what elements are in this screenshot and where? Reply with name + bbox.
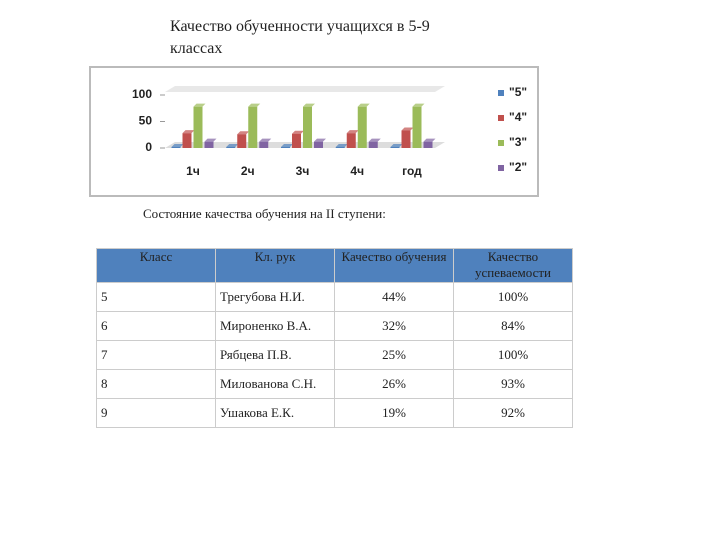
bar [204, 141, 214, 148]
cell: Ушакова Е.К. [215, 398, 335, 428]
bar [171, 146, 181, 148]
bar [303, 106, 312, 148]
header-cell: Качество обучения [334, 248, 454, 283]
cell: 44% [334, 282, 454, 312]
x-tick-label: 3ч [296, 164, 310, 178]
bar [237, 134, 247, 148]
bar-top [248, 103, 261, 107]
bar [412, 106, 422, 148]
x-tick-label: 4ч [350, 164, 364, 178]
cell: Мироненко В.А. [215, 311, 335, 341]
bar-top [335, 143, 348, 147]
bar-top [314, 138, 326, 142]
row: 6 Мироненко В.А. 32% 84% [96, 311, 573, 341]
x-tick-label: 2ч [241, 164, 255, 178]
cell: Рябцева П.В. [215, 340, 335, 370]
header-cell: Кл. рук [215, 248, 335, 283]
row: 9 Ушакова Е.К. 19% 92% [96, 398, 573, 428]
chart: 0 50 100 1ч 2ч 3ч 4ч год "5" "4" "3" "2" [89, 66, 539, 197]
bar-top [412, 103, 425, 107]
bar-top [193, 103, 206, 107]
cell: 9 [96, 398, 216, 428]
cell: 8 [96, 369, 216, 399]
cell: 32% [334, 311, 454, 341]
legend-swatch [498, 165, 504, 171]
bar [259, 141, 269, 148]
cell: 100% [453, 282, 573, 312]
cell: 92% [453, 398, 573, 428]
legend-swatch [498, 140, 504, 146]
row: 8 Милованова С.Н. 26% 93% [96, 369, 573, 399]
cell: 19% [334, 398, 454, 428]
bar-top [237, 131, 250, 135]
header-cell: Класс [96, 248, 216, 283]
back-top [165, 86, 445, 92]
legend-label: "3" [509, 135, 527, 149]
bar [335, 146, 345, 148]
legend-swatch [498, 115, 504, 121]
x-tick-label: 1ч [186, 164, 200, 178]
bar [423, 141, 433, 148]
legend-swatch [498, 90, 504, 96]
bar-top [226, 143, 239, 147]
bar [401, 130, 411, 148]
bar [182, 133, 192, 148]
bar-top [303, 103, 315, 107]
table: Класс Кл. рук Качество обучения Качество ус… [96, 248, 573, 428]
bar [390, 146, 400, 148]
legend-label: "2" [509, 160, 527, 174]
y-tick-label: 0 [145, 140, 152, 154]
cell: 93% [453, 369, 573, 399]
bar [193, 106, 203, 148]
bar-top [390, 143, 403, 147]
bar-top [171, 143, 184, 147]
bar-top [281, 143, 293, 147]
header-cell: Качество успеваемости [453, 248, 573, 283]
bar-top [204, 138, 217, 142]
bar-top [259, 138, 272, 142]
bar-top [182, 130, 195, 134]
bar-top [401, 127, 414, 131]
bar-top [292, 130, 304, 134]
cell: Трегубова Н.И. [215, 282, 335, 312]
cell: 6 [96, 311, 216, 341]
y-tick-label: 100 [132, 87, 152, 101]
cell: 100% [453, 340, 573, 370]
x-tick-label: год [402, 164, 422, 178]
legend-label: "5" [509, 85, 527, 99]
bar [226, 146, 236, 148]
bar [357, 106, 367, 148]
cell: 84% [453, 311, 573, 341]
cell: 5 [96, 282, 216, 312]
y-tick-label: 50 [139, 114, 153, 128]
cell: 7 [96, 340, 216, 370]
row: 5 Трегубова Н.И. 44% 100% [96, 282, 573, 312]
subtitle: Состояние качества обучения на II ступен… [143, 206, 386, 221]
bar [314, 141, 323, 148]
bar [281, 146, 290, 148]
bar-top [423, 138, 436, 142]
cell: 25% [334, 340, 454, 370]
bar [248, 106, 258, 148]
bar-top [368, 138, 381, 142]
bar-top [357, 103, 370, 107]
cell: Милованова С.Н. [215, 369, 335, 399]
row: 7 Рябцева П.В. 25% 100% [96, 340, 573, 370]
bar [368, 141, 378, 148]
bar-top [346, 130, 359, 134]
bar [346, 133, 356, 148]
cell: 26% [334, 369, 454, 399]
legend-label: "4" [509, 110, 527, 124]
page-title: Качество обученности учащихся в 5-9 клас… [170, 18, 430, 57]
bar [292, 133, 301, 148]
